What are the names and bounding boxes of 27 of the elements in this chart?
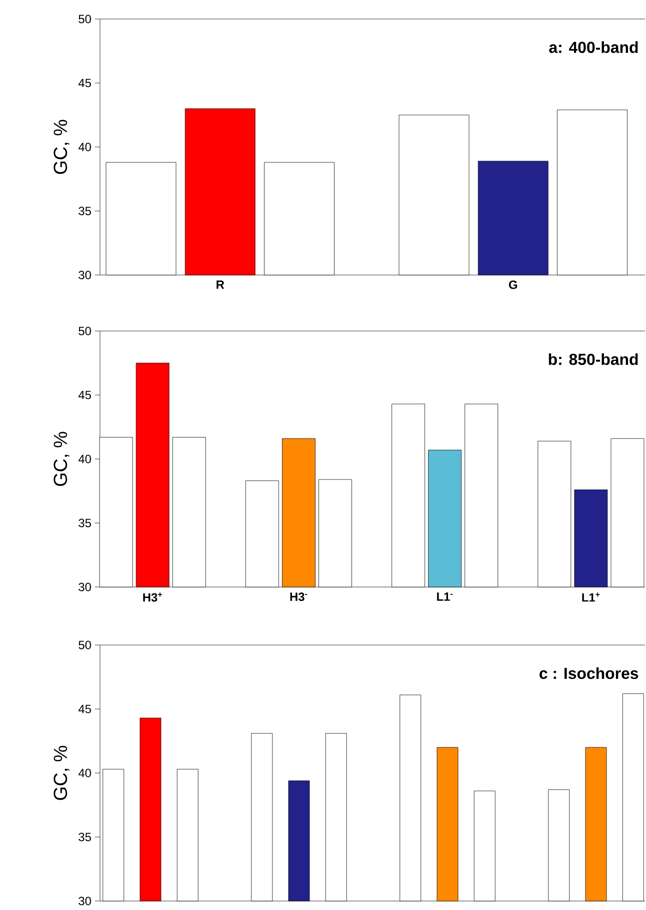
- y-tick-label: 45: [78, 390, 91, 400]
- y-axis-title: GC, %: [54, 432, 70, 486]
- x-tick-label: L1$^{+}$: [582, 592, 600, 602]
- y-tick-label: 50: [78, 640, 92, 650]
- y-axis-title: GC, %: [54, 746, 70, 800]
- text: b: 850-band: [548, 353, 638, 366]
- x-tick-label: R: [216, 280, 224, 289]
- y-axis-title: GC, %: [54, 120, 70, 174]
- y-tick-label: 30: [78, 270, 92, 280]
- y-tick-label: 40: [78, 454, 92, 464]
- x-tick-label: H3$^{-}$: [290, 592, 308, 602]
- text: c : Isochores: [540, 667, 638, 680]
- y-tick-label: 35: [78, 206, 91, 216]
- y-tick-label: 35: [78, 518, 91, 528]
- x-tick-label: L1$^{-}$: [437, 592, 453, 601]
- y-tick-label: 40: [78, 768, 92, 778]
- text: a: 400-band: [549, 41, 638, 54]
- y-tick-label: 30: [78, 896, 92, 906]
- y-tick-label: 45: [78, 78, 91, 88]
- x-tick-label: H3$^{+}$: [143, 592, 162, 602]
- y-tick-label: 30: [78, 582, 92, 592]
- y-tick-label: 50: [78, 14, 92, 24]
- x-tick-label: G: [508, 280, 518, 289]
- y-tick-label: 40: [78, 142, 92, 152]
- y-tick-label: 50: [78, 326, 92, 336]
- y-tick-label: 45: [78, 704, 91, 714]
- y-tick-label: 35: [78, 832, 91, 842]
